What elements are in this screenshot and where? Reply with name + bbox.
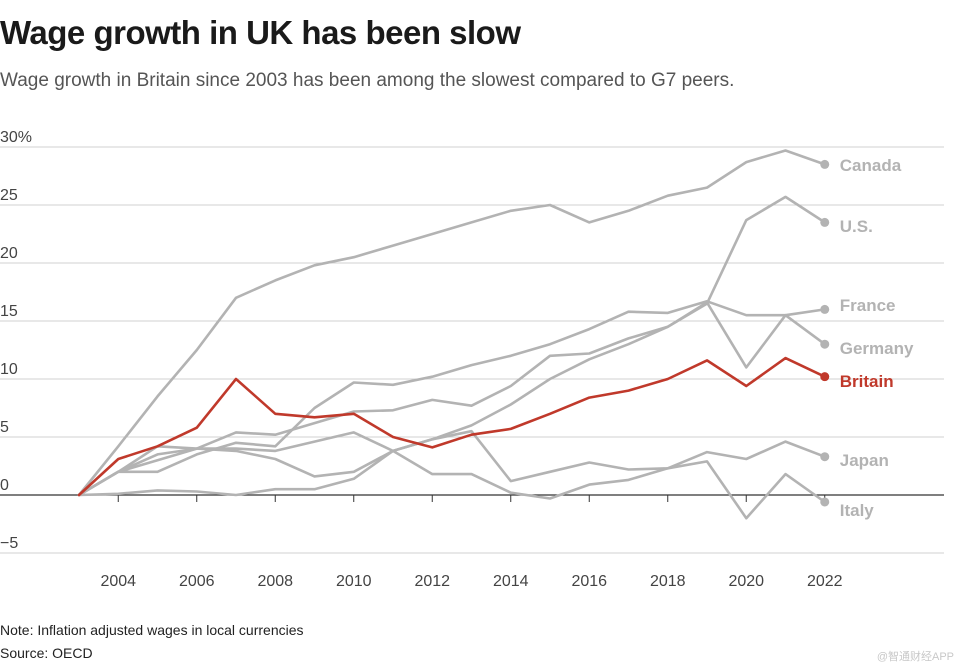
series-end-dot-britain <box>820 372 830 382</box>
y-tick-label: −5 <box>0 535 18 552</box>
series-line-japan <box>77 429 827 497</box>
series-labels: Canada U.S. France Germany Japan Italy Britain <box>840 156 914 520</box>
x-tick-label: 2010 <box>336 573 372 590</box>
series-end-dot-canada <box>820 159 830 169</box>
series-end-dot-france <box>820 304 830 314</box>
watermark: @智通财经APP <box>876 651 954 663</box>
chart-subtitle: Wage growth in Britain since 2003 has be… <box>0 70 735 91</box>
x-tick-label: 2016 <box>571 573 607 590</box>
x-tick-label: 2012 <box>414 573 450 590</box>
series-label-canada: Canada <box>840 156 902 175</box>
x-tick-label: 2020 <box>728 573 764 590</box>
x-tick-label: 2006 <box>179 573 215 590</box>
series-end-dot-germany <box>820 339 830 349</box>
gridlines <box>0 146 944 554</box>
series-label-germany: Germany <box>840 339 914 358</box>
y-tick-label: 15 <box>0 303 18 320</box>
x-axis-ticks: 2004 2006 2008 2010 2012 2014 2016 2018 2020 2022 <box>100 495 843 590</box>
series-end-dot-japan <box>820 452 830 462</box>
chart-title: Wage growth in UK has been slow <box>0 14 521 51</box>
y-tick-label: 20 <box>0 245 18 262</box>
chart-source: Source: OECD <box>0 645 93 661</box>
chart-note: Note: Inflation adjusted wages in local … <box>0 622 304 638</box>
series-line-canada <box>77 149 827 497</box>
x-tick-label: 2004 <box>100 573 136 590</box>
y-tick-label: 5 <box>0 419 9 436</box>
series-line-britain <box>77 356 827 497</box>
series-line-germany <box>77 301 827 497</box>
series-line-france <box>77 299 827 497</box>
y-tick-label: 25 <box>0 187 18 204</box>
y-tick-label: 30% <box>0 129 32 146</box>
series-lines <box>77 149 830 520</box>
y-tick-label: 0 <box>0 477 9 494</box>
series-label-japan: Japan <box>840 451 889 470</box>
series-label-italy: Italy <box>840 501 875 520</box>
x-tick-label: 2014 <box>493 573 529 590</box>
x-tick-label: 2008 <box>257 573 293 590</box>
series-label-us: U.S. <box>840 217 873 236</box>
series-label-france: France <box>840 296 896 315</box>
series-end-dot-us <box>820 217 830 227</box>
x-tick-label: 2022 <box>807 573 843 590</box>
x-tick-label: 2018 <box>650 573 686 590</box>
series-label-britain: Britain <box>840 372 894 391</box>
series-line-italy <box>77 444 827 520</box>
y-tick-label: 10 <box>0 361 18 378</box>
series-end-dot-italy <box>820 497 830 507</box>
y-axis-ticks: −5 0 5 10 15 20 25 30% <box>0 129 32 552</box>
